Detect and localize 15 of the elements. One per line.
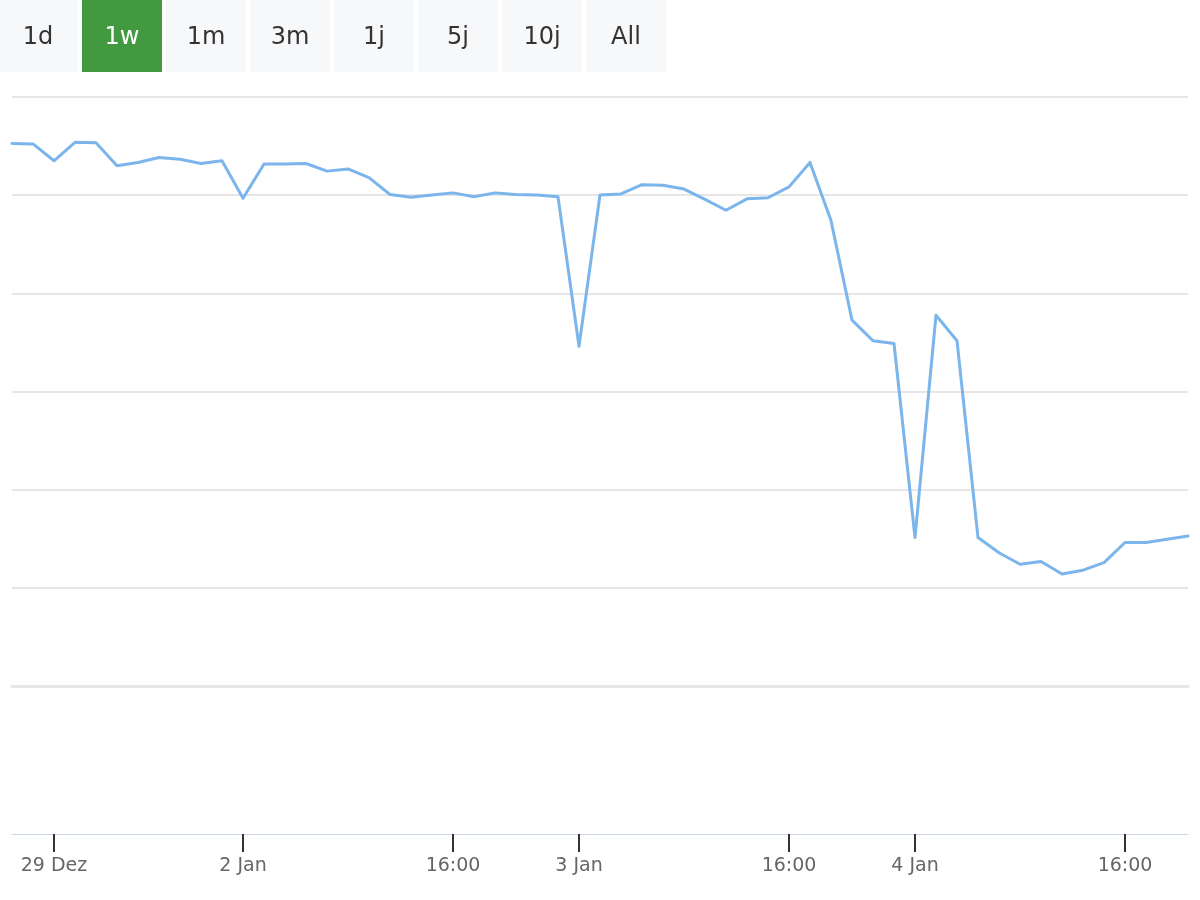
range-button[interactable]: 5j	[418, 0, 498, 72]
range-button[interactable]: 1m	[166, 0, 246, 72]
x-tick-label: 16:00	[761, 852, 817, 875]
x-tick-label: 4 Jan	[891, 852, 939, 875]
range-button[interactable]: 1j	[334, 0, 414, 72]
x-tick-label: 2 Jan	[219, 852, 267, 875]
x-tick-label: 3 Jan	[555, 852, 603, 875]
range-button[interactable]: 10j	[502, 0, 582, 72]
range-button[interactable]: 1d	[0, 0, 78, 72]
x-tick-label: 16:00	[1097, 852, 1153, 875]
range-button[interactable]: 1w	[82, 0, 162, 72]
range-button[interactable]: All	[586, 0, 666, 72]
x-tick-label: 29 Dez	[20, 852, 88, 875]
range-button[interactable]: 3m	[250, 0, 330, 72]
x-tick-label: 16:00	[425, 852, 481, 875]
